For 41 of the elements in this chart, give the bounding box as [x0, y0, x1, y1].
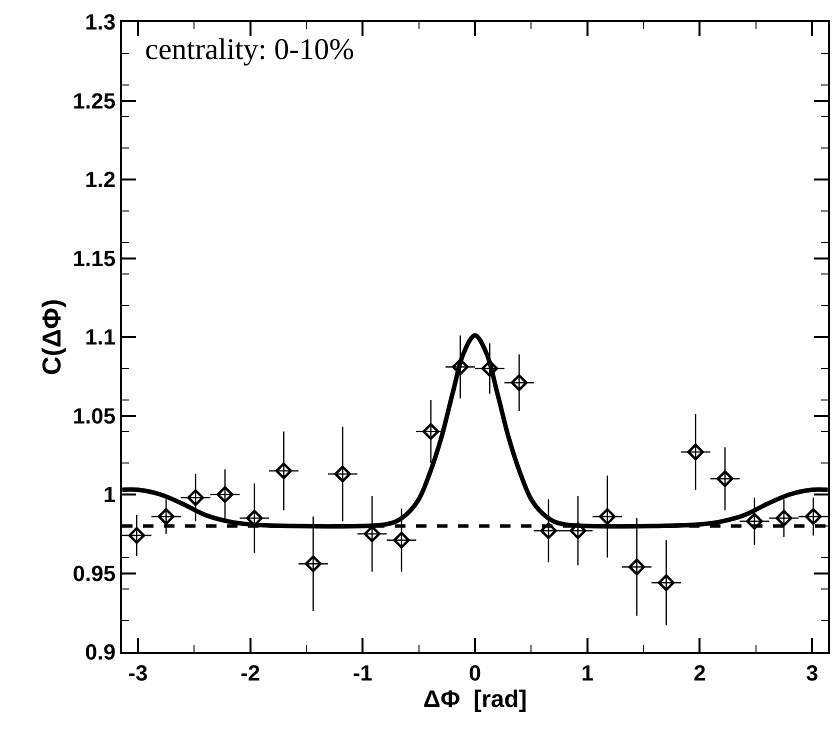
- x-tick-label: -3: [128, 660, 148, 686]
- point: [804, 508, 822, 525]
- x-tick-label: -2: [240, 660, 260, 686]
- point: [716, 470, 734, 488]
- x-tick-label: -1: [352, 660, 372, 686]
- y-axis-title: C(ΔΦ): [36, 298, 67, 376]
- annotation: centrality: 0-10%: [145, 33, 354, 66]
- point: [510, 374, 528, 392]
- point: [158, 508, 175, 525]
- point: [216, 486, 234, 503]
- point: [393, 532, 410, 549]
- point: [304, 555, 322, 572]
- point: [746, 512, 763, 530]
- y-tick-label: 1.05: [72, 403, 116, 428]
- x-tick-label: 3: [806, 660, 818, 686]
- y-tick-label: 1.2: [85, 167, 116, 192]
- y-tick-label: 0.95: [72, 560, 116, 586]
- point: [187, 489, 204, 506]
- point: [628, 558, 646, 576]
- point: [658, 574, 675, 592]
- point: [275, 462, 292, 480]
- point: [481, 360, 498, 377]
- y-tick-label: 1.25: [72, 88, 116, 114]
- y-tick-label: 1: [103, 482, 116, 508]
- x-tick-label: 0: [468, 660, 482, 686]
- point: [570, 522, 586, 540]
- point: [128, 527, 146, 544]
- x-tick-label: 2: [694, 660, 706, 686]
- x-tick-label: 1: [581, 660, 594, 686]
- point: [452, 358, 469, 376]
- y-tick-label: 0.9: [85, 640, 116, 665]
- point: [598, 508, 616, 525]
- point: [775, 510, 792, 527]
- y-tick-label: 1.15: [72, 246, 116, 271]
- point: [422, 423, 440, 440]
- point: [540, 522, 557, 540]
- y-tick-label: 1.1: [85, 324, 116, 350]
- y-tick-label: 1.3: [85, 10, 116, 35]
- point: [687, 444, 704, 460]
- x-axis-title: ΔΦ [rad]: [423, 686, 527, 714]
- point: [334, 466, 352, 482]
